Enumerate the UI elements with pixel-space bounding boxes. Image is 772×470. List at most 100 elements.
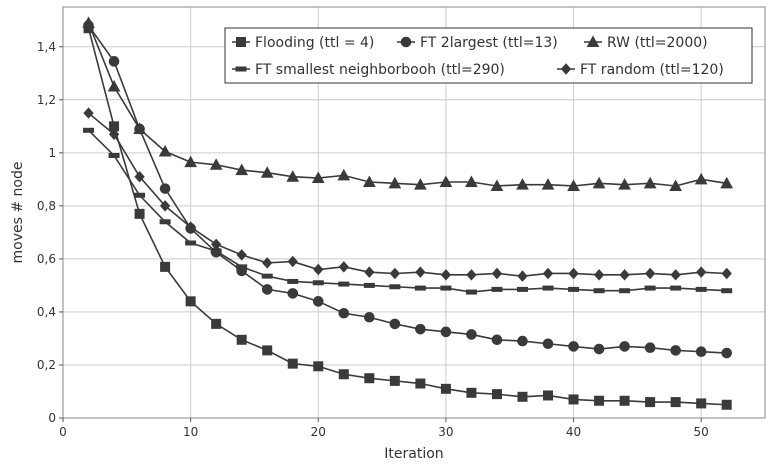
data-point <box>568 286 580 292</box>
data-point <box>567 179 580 191</box>
data-point <box>491 389 502 400</box>
data-point <box>670 285 682 291</box>
data-point <box>465 175 478 188</box>
x-axis-label: Iteration <box>384 446 443 462</box>
data-point <box>261 273 273 279</box>
data-point <box>619 288 631 294</box>
data-point <box>159 219 171 225</box>
legend-marker <box>586 35 600 47</box>
y-tick-label: 0,8 <box>37 199 56 213</box>
data-point <box>184 155 197 168</box>
data-point <box>491 267 503 280</box>
x-tick-label: 20 <box>311 425 326 439</box>
data-point <box>696 266 707 278</box>
legend-item-2: FT 2largest (ttl=13) <box>397 35 558 51</box>
data-point <box>185 221 196 233</box>
data-point <box>389 318 401 330</box>
data-point <box>108 128 120 141</box>
data-point <box>568 394 579 405</box>
data-point <box>312 296 324 307</box>
data-point <box>134 208 145 219</box>
data-point <box>364 311 375 323</box>
data-point <box>619 395 630 406</box>
data-point <box>465 289 477 295</box>
data-point <box>721 267 732 280</box>
data-point <box>185 240 197 246</box>
data-point <box>133 122 146 134</box>
legend-marker <box>560 63 572 75</box>
data-point <box>158 144 172 157</box>
data-point <box>541 178 555 190</box>
data-point <box>542 267 554 280</box>
data-point <box>491 286 503 292</box>
data-point <box>644 342 656 354</box>
x-tick-label: 0 <box>59 425 67 439</box>
data-point <box>466 269 477 281</box>
legend-label: RW (ttl=2000) <box>607 35 708 51</box>
data-point <box>670 269 681 281</box>
data-point <box>262 345 273 356</box>
data-point <box>491 334 503 346</box>
series-lines <box>82 16 734 410</box>
data-point <box>594 395 605 406</box>
data-point <box>592 176 606 189</box>
y-tick-label: 1,4 <box>37 40 56 54</box>
data-point <box>363 282 375 288</box>
legend-marker <box>235 66 247 72</box>
data-point <box>466 329 477 340</box>
data-point <box>364 373 375 384</box>
data-point <box>644 285 656 291</box>
series-line <box>87 129 727 293</box>
data-point <box>389 375 400 386</box>
data-point <box>670 345 681 356</box>
data-point <box>644 267 656 280</box>
data-point <box>338 261 349 273</box>
data-point <box>414 178 427 190</box>
data-point <box>389 284 401 290</box>
data-point <box>440 269 452 281</box>
data-point <box>260 166 274 178</box>
data-point <box>568 341 579 352</box>
data-point <box>415 266 426 278</box>
y-tick-label: 0,4 <box>37 305 56 319</box>
data-point <box>362 175 376 188</box>
data-point <box>695 346 707 358</box>
data-point <box>313 361 324 372</box>
data-point <box>568 267 579 280</box>
legend-label: FT 2largest (ttl=13) <box>420 35 558 51</box>
data-point <box>721 347 733 359</box>
legend-item-1: Flooding (ttl = 4) <box>232 35 374 51</box>
legend-label: FT smallest neighborbooh (ttl=290) <box>255 62 505 78</box>
y-tick-label: 0 <box>48 411 56 425</box>
series-2 <box>83 20 733 359</box>
data-point <box>160 261 171 272</box>
legend-box <box>224 27 753 84</box>
data-point <box>210 238 222 251</box>
data-point <box>338 281 350 287</box>
data-point <box>338 369 349 380</box>
legend: Flooding (ttl = 4) FT 2largest (ttl=13) RW… <box>224 27 753 84</box>
data-point <box>311 171 325 184</box>
data-point <box>517 335 528 347</box>
data-point <box>440 383 451 394</box>
data-point <box>593 269 605 281</box>
plot-area-border <box>62 6 766 419</box>
data-point <box>696 398 707 409</box>
data-point <box>287 278 299 284</box>
y-tick-label: 1,2 <box>37 93 56 107</box>
data-point <box>517 391 528 402</box>
legend-label: FT random (ttl=120) <box>580 62 724 78</box>
y-axis-label: moves # node <box>10 162 26 264</box>
data-point <box>235 163 249 176</box>
data-point <box>440 326 452 338</box>
legend-label: Flooding (ttl = 4) <box>255 35 374 51</box>
data-point <box>287 255 298 268</box>
data-point <box>721 288 733 294</box>
x-tick-label: 40 <box>566 425 581 439</box>
x-tick-label: 50 <box>694 425 709 439</box>
data-point <box>108 152 120 158</box>
data-point <box>439 175 453 188</box>
data-point <box>516 286 528 292</box>
